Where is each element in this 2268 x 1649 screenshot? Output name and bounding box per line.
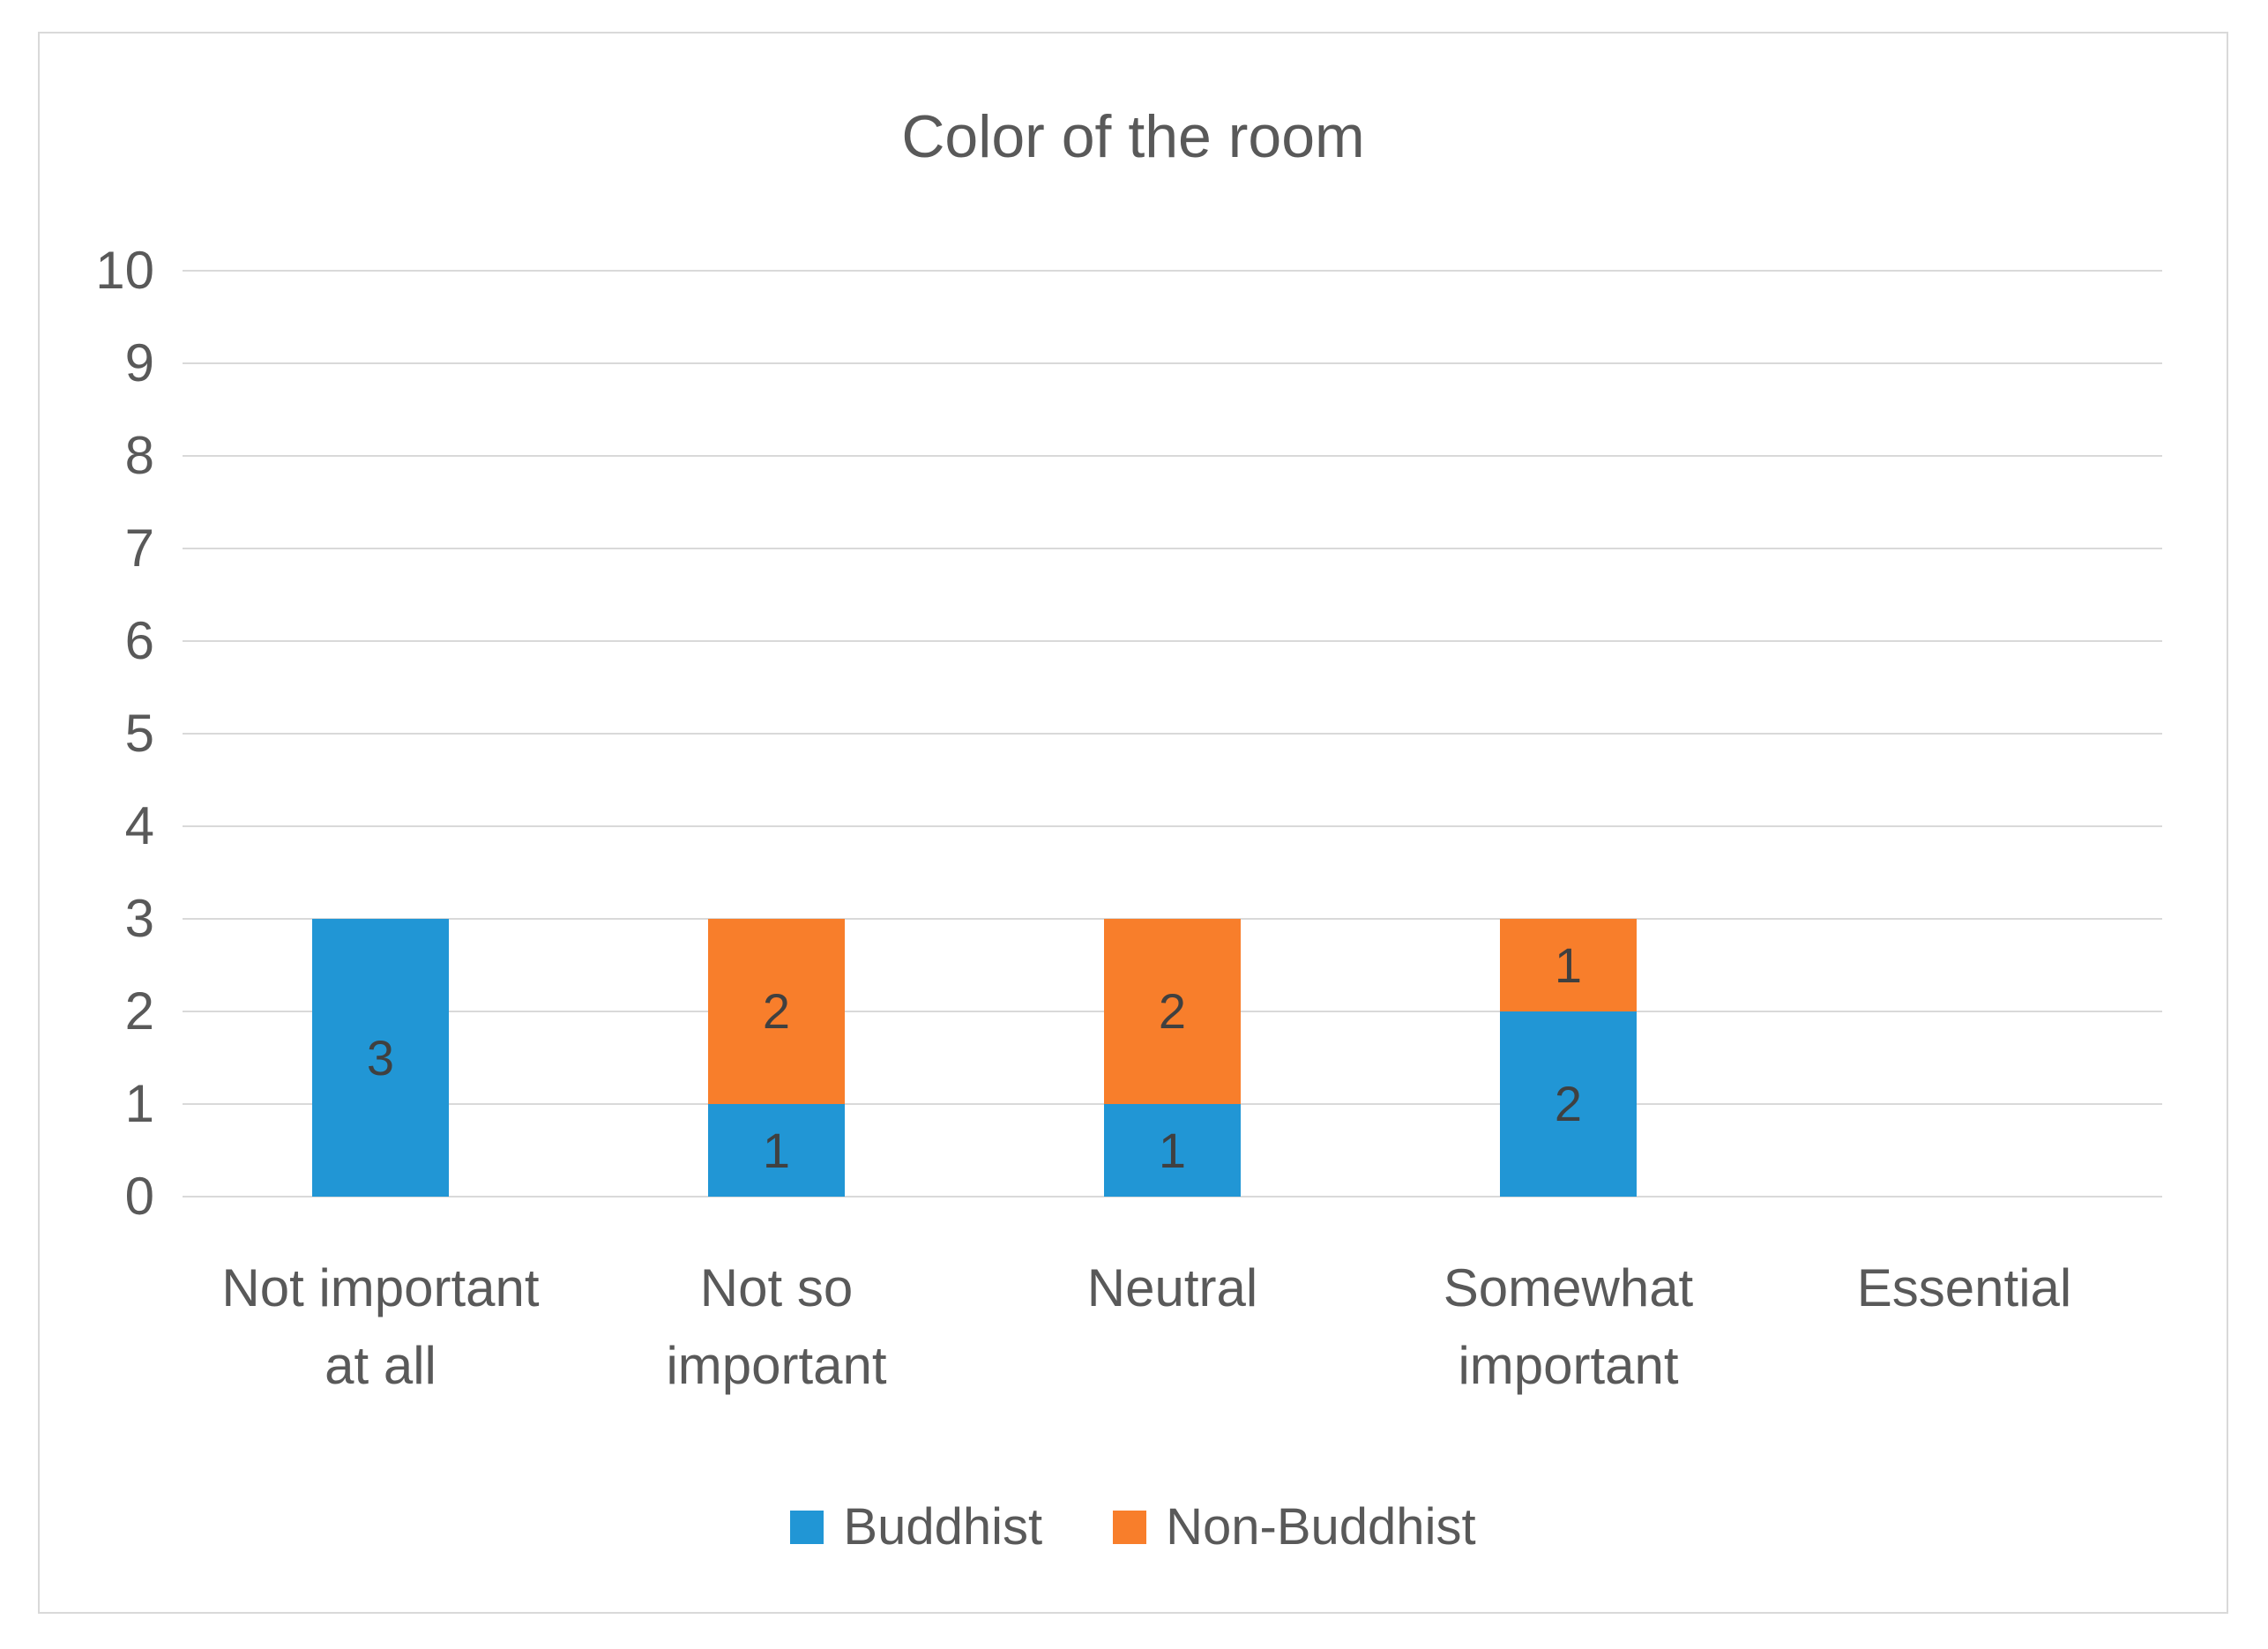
y-axis-tick-label: 5 xyxy=(124,704,154,763)
x-axis-category-label: Not important at all xyxy=(221,1258,540,1395)
y-axis-tick-label: 8 xyxy=(124,426,154,485)
bar-segment-buddhist xyxy=(312,919,449,1197)
bar-value-label: 2 xyxy=(1158,983,1187,1039)
legend-label: Buddhist xyxy=(843,1498,1043,1556)
bar-value-label: 2 xyxy=(762,983,791,1039)
x-axis-category-label: Not so important xyxy=(666,1258,887,1395)
bar-value-label: 1 xyxy=(1554,936,1583,993)
legend: Buddhist Non-Buddhist xyxy=(40,1489,2227,1566)
bar-value-label: 1 xyxy=(762,1122,791,1178)
y-axis-tick-label: 6 xyxy=(124,611,154,670)
bar-value-label: 3 xyxy=(366,1029,395,1086)
plot-area: 3 1 2 1 2 2 1 xyxy=(183,270,2162,1198)
gridline xyxy=(183,640,2162,642)
bar-segment-non-buddhist xyxy=(1104,919,1241,1104)
y-axis-tick-label: 9 xyxy=(124,333,154,392)
bar-value-label: 1 xyxy=(1158,1122,1187,1178)
gridline xyxy=(183,1196,2162,1198)
gridline xyxy=(183,455,2162,457)
gridline xyxy=(183,362,2162,364)
gridline xyxy=(183,733,2162,735)
y-axis-tick-label: 3 xyxy=(124,889,154,948)
x-axis-category-label: Neutral xyxy=(1086,1258,1258,1317)
legend-swatch-icon xyxy=(790,1511,824,1544)
legend-item-buddhist: Buddhist xyxy=(790,1499,1042,1556)
gridline xyxy=(183,270,2162,272)
y-axis-tick-label: 2 xyxy=(124,981,154,1041)
legend-swatch-icon xyxy=(1113,1511,1147,1544)
chart-frame: Color of the room 0 1 2 3 4 5 6 7 8 9 10 3 1 2 1 2 2 1 N… xyxy=(38,32,2228,1614)
x-axis: Not important at all Not so important Neut… xyxy=(183,1250,2162,1426)
x-axis-category-label: Essential xyxy=(1856,1258,2072,1317)
bar-segment-buddhist xyxy=(708,1104,845,1197)
y-axis: 0 1 2 3 4 5 6 7 8 9 10 xyxy=(40,241,154,1226)
gridline xyxy=(183,825,2162,827)
legend-item-non-buddhist: Non-Buddhist xyxy=(1113,1498,1476,1556)
chart-title: Color of the room xyxy=(901,103,1365,170)
legend-label: Non-Buddhist xyxy=(1166,1498,1476,1556)
bar-segment-non-buddhist xyxy=(708,919,845,1104)
bar-value-label: 2 xyxy=(1554,1076,1583,1131)
bar-segment-buddhist xyxy=(1104,1104,1241,1197)
bar-segment-non-buddhist xyxy=(1500,919,1637,1011)
bar-segment-buddhist xyxy=(1500,1011,1637,1197)
y-axis-tick-label: 1 xyxy=(124,1074,154,1133)
y-axis-tick-label: 0 xyxy=(124,1167,154,1226)
y-axis-tick-label: 4 xyxy=(124,796,154,855)
y-axis-tick-label: 7 xyxy=(124,519,154,578)
gridline xyxy=(183,548,2162,549)
x-axis-category-label: Somewhat important xyxy=(1443,1258,1694,1395)
y-axis-tick-label: 10 xyxy=(95,241,154,300)
